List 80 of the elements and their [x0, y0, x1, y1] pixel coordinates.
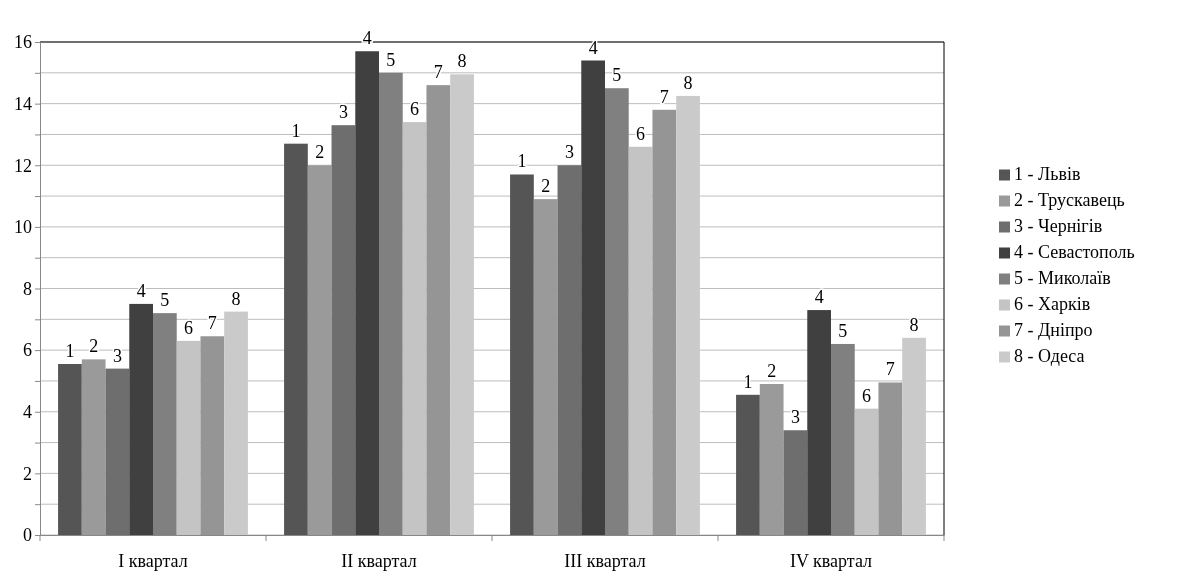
- annotation: 1: [743, 371, 753, 392]
- bar: [652, 109, 677, 535]
- annotation: 7: [659, 86, 669, 107]
- annotation: 6: [184, 317, 194, 338]
- annotation: 4: [136, 280, 146, 301]
- annotation: 1: [517, 151, 527, 172]
- annotation: 1: [291, 120, 301, 141]
- bar: [81, 359, 106, 535]
- annotation: 8: [231, 288, 241, 309]
- annotation: 6: [636, 123, 646, 144]
- annotation: 5: [386, 49, 396, 70]
- bar: [807, 310, 831, 535]
- bar: [902, 337, 926, 535]
- bar: [759, 384, 784, 535]
- x-tick-label: IV квартал: [789, 550, 873, 571]
- bar: [402, 122, 427, 535]
- annotation: 4: [814, 287, 824, 308]
- bar: [736, 394, 760, 535]
- legend-label: 5 - Миколаїв: [1014, 267, 1111, 288]
- x-tick-label: III квартал: [564, 550, 646, 571]
- legend-label: 7 - Дніпро: [1014, 319, 1093, 340]
- legend-label: 6 - Харків: [1014, 293, 1091, 314]
- annotation: 3: [338, 102, 348, 123]
- bar: [628, 146, 653, 535]
- annotation: 8: [683, 72, 693, 93]
- legend-label: 1 - Львів: [1014, 163, 1081, 184]
- legend-label: 8 - Одеса: [1014, 345, 1085, 366]
- annotation: 3: [564, 142, 574, 163]
- bar: [176, 340, 201, 535]
- annotation: 4: [588, 37, 598, 58]
- annotation: 3: [112, 345, 122, 366]
- bar: [129, 303, 153, 535]
- bar: [581, 60, 605, 535]
- legend-label: 3 - Чернігів: [1014, 215, 1103, 236]
- annotation: 7: [207, 313, 217, 334]
- bar: [331, 125, 356, 535]
- y-tick-label: 0: [23, 525, 32, 546]
- legend-label: 2 - Трускавець: [1014, 189, 1125, 210]
- y-tick-label: 10: [14, 217, 32, 238]
- bar: [557, 165, 582, 535]
- annotation: 2: [89, 336, 99, 357]
- bar: [355, 51, 379, 535]
- annotation: 7: [433, 62, 443, 83]
- bar: [105, 368, 130, 535]
- bar: [854, 408, 879, 535]
- annotation: 5: [612, 65, 622, 86]
- bar: [510, 174, 534, 535]
- bar: [426, 85, 451, 535]
- annotation: 5: [838, 320, 848, 341]
- annotation: 7: [885, 359, 895, 380]
- annotation: 6: [410, 99, 420, 120]
- y-tick-label: 4: [23, 402, 32, 423]
- y-tick-label: 12: [14, 155, 32, 176]
- y-tick-label: 6: [23, 340, 32, 361]
- y-tick-label: 8: [23, 278, 32, 299]
- x-tick-label: I квартал: [118, 550, 188, 571]
- annotation: 1: [65, 340, 75, 361]
- bar: [224, 311, 248, 535]
- bar: [783, 430, 808, 535]
- bar: [533, 199, 558, 535]
- annotation: 8: [909, 314, 919, 335]
- y-tick-label: 14: [14, 93, 32, 114]
- bar: [307, 165, 332, 535]
- bar: [450, 74, 474, 535]
- y-tick-label: 2: [23, 463, 32, 484]
- annotation: 2: [315, 142, 325, 163]
- annotation: 8: [457, 51, 467, 72]
- bar: [58, 363, 82, 535]
- bar: [200, 336, 225, 535]
- x-tick-label: II квартал: [341, 550, 417, 571]
- bar: [676, 95, 700, 535]
- annotation: 3: [790, 407, 800, 428]
- annotation: 5: [160, 290, 170, 311]
- annotation: 6: [862, 385, 872, 406]
- legend-label: 4 - Севастополь: [1014, 241, 1135, 262]
- y-tick-label: 16: [14, 32, 32, 53]
- bar: [878, 382, 903, 535]
- bar: [284, 143, 308, 535]
- annotation: 2: [767, 361, 777, 382]
- annotation: 2: [541, 176, 551, 197]
